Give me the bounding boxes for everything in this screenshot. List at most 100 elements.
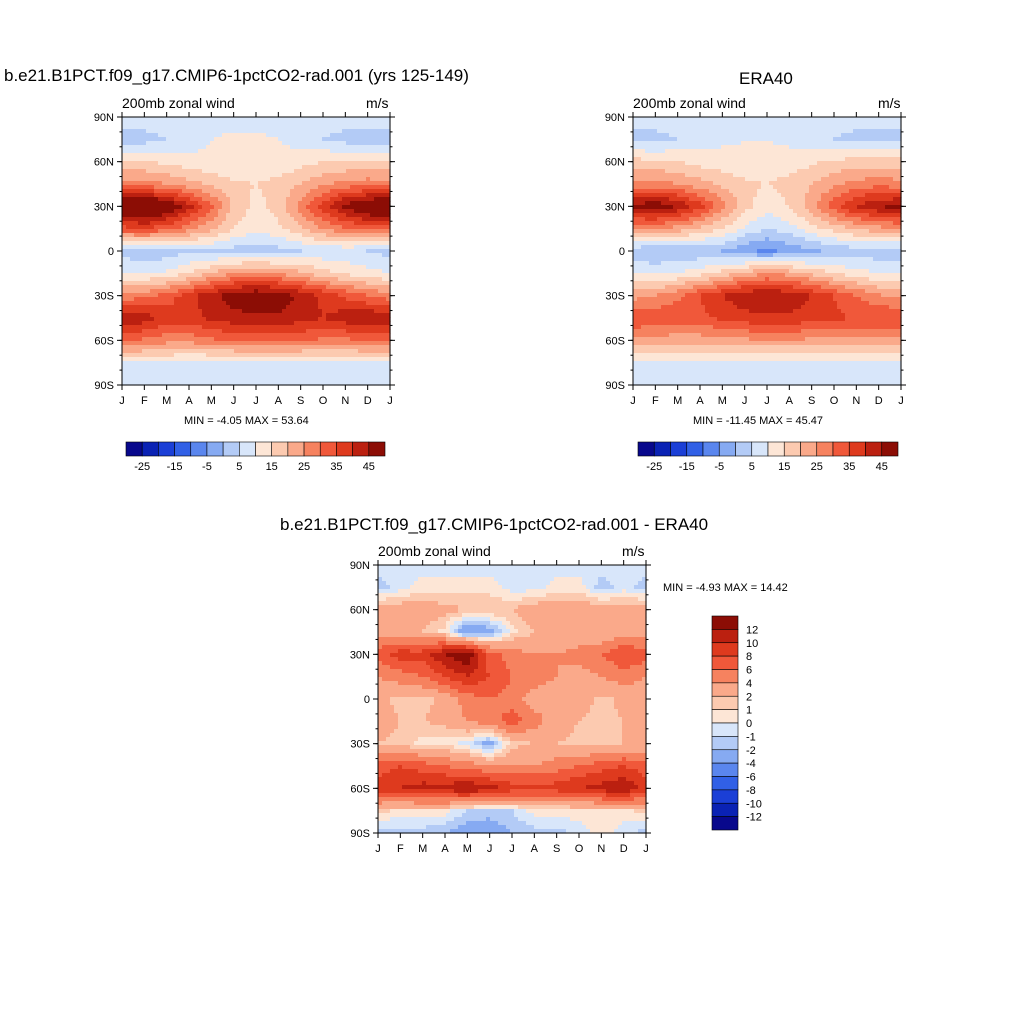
field-cell — [745, 125, 750, 130]
field-cell — [350, 285, 355, 290]
field-cell — [126, 149, 131, 154]
field-cell — [294, 325, 299, 330]
field-cell — [378, 125, 383, 130]
field-cell — [154, 213, 159, 218]
field-cell — [370, 269, 375, 274]
field-cell — [170, 201, 175, 206]
field-cell — [318, 305, 323, 310]
field-cell — [290, 337, 295, 342]
field-cell — [126, 241, 131, 246]
field-cell — [354, 173, 359, 178]
field-cell — [182, 189, 187, 194]
field-cell — [178, 241, 183, 246]
field-cell — [310, 305, 315, 310]
field-cell — [262, 137, 267, 142]
field-cell — [234, 337, 239, 342]
field-cell — [226, 137, 231, 142]
field-cell — [174, 313, 179, 318]
field-cell — [142, 309, 147, 314]
field-cell — [282, 149, 287, 154]
field-cell — [366, 297, 371, 302]
field-cell — [310, 129, 315, 134]
field-cell — [230, 173, 235, 178]
field-cell — [254, 353, 259, 358]
field-cell — [837, 117, 842, 122]
field-cell — [789, 125, 794, 130]
field-cell — [146, 193, 151, 198]
field-cell — [158, 321, 163, 326]
field-cell — [202, 201, 207, 206]
field-cell — [378, 185, 383, 190]
field-cell — [318, 289, 323, 294]
field-cell — [162, 217, 167, 222]
field-cell — [274, 357, 279, 362]
field-cell — [338, 265, 343, 270]
field-cell — [342, 161, 347, 166]
field-cell — [274, 365, 279, 370]
field-cell — [154, 285, 159, 290]
field-cell — [342, 249, 347, 254]
field-cell — [234, 177, 239, 182]
field-cell — [206, 145, 211, 150]
field-cell — [122, 229, 127, 234]
field-cell — [853, 137, 858, 142]
field-cell — [194, 325, 199, 330]
field-cell — [222, 133, 227, 138]
field-cell — [318, 137, 323, 142]
field-cell — [865, 121, 870, 126]
field-cell — [374, 181, 379, 186]
field-cell — [378, 117, 383, 122]
field-cell — [266, 181, 271, 186]
field-cell — [278, 241, 283, 246]
field-cell — [338, 161, 343, 166]
field-cell — [254, 317, 259, 322]
field-cell — [134, 289, 139, 294]
field-cell — [250, 285, 255, 290]
field-cell — [861, 129, 866, 134]
field-cell — [246, 237, 251, 242]
field-cell — [310, 133, 315, 138]
field-cell — [218, 361, 223, 366]
field-cell — [190, 193, 195, 198]
field-cell — [238, 301, 243, 306]
field-cell — [322, 217, 327, 222]
field-cell — [214, 233, 219, 238]
field-cell — [210, 245, 215, 250]
field-cell — [326, 157, 331, 162]
field-cell — [286, 313, 291, 318]
field-cell — [178, 225, 183, 230]
field-cell — [374, 173, 379, 178]
field-cell — [290, 129, 295, 134]
field-cell — [134, 165, 139, 170]
field-cell — [134, 357, 139, 362]
field-cell — [318, 301, 323, 306]
field-cell — [206, 309, 211, 314]
field-cell — [126, 329, 131, 334]
field-cell — [326, 297, 331, 302]
field-cell — [282, 381, 287, 386]
field-cell — [310, 149, 315, 154]
field-cell — [170, 325, 175, 330]
field-cell — [350, 169, 355, 174]
field-cell — [386, 141, 391, 146]
field-cell — [202, 313, 207, 318]
field-cell — [286, 209, 291, 214]
field-cell — [322, 301, 327, 306]
field-cell — [765, 125, 770, 130]
y-tick-label: 90N — [94, 112, 114, 124]
field-cell — [146, 301, 151, 306]
field-cell — [354, 217, 359, 222]
field-cell — [190, 317, 195, 322]
field-cell — [146, 185, 151, 190]
field-cell — [266, 313, 271, 318]
field-cell — [262, 229, 267, 234]
field-cell — [150, 353, 155, 358]
field-cell — [274, 337, 279, 342]
field-cell — [322, 133, 327, 138]
field-cell — [318, 361, 323, 366]
field-cell — [366, 129, 371, 134]
field-cell — [238, 209, 243, 214]
field-cell — [833, 121, 838, 126]
field-cell — [314, 265, 319, 270]
field-cell — [362, 285, 367, 290]
